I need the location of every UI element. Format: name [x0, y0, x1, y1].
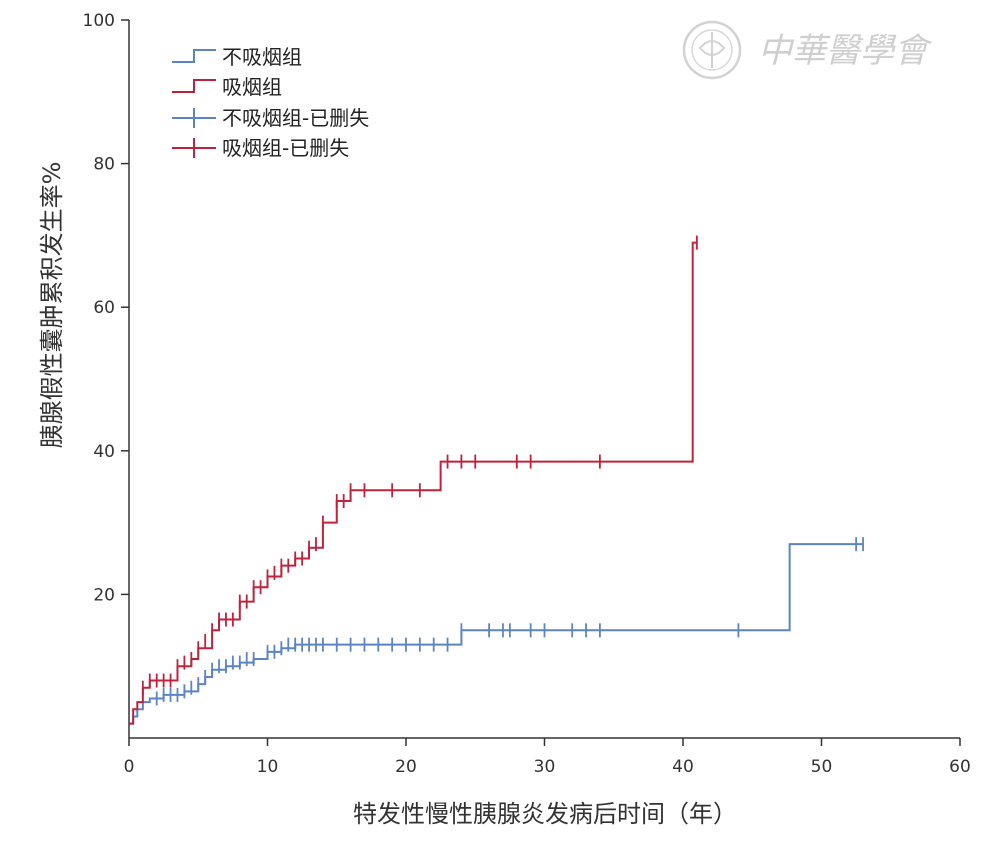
- x-tick-label: 60: [949, 757, 971, 777]
- y-tick-label: 80: [93, 155, 115, 175]
- seal-icon: [682, 20, 742, 80]
- series-smoker: [129, 235, 698, 725]
- x-ticks: 0 10 20 30 40 50 60: [124, 738, 971, 777]
- series-nonsmoker: [129, 537, 864, 725]
- y-tick-label: 60: [93, 298, 115, 318]
- x-axis-title: 特发性慢性胰腺炎发病后时间（年）: [353, 800, 737, 828]
- x-tick-label: 50: [811, 757, 833, 777]
- legend-label: 不吸烟组-已删失: [222, 106, 369, 130]
- legend-item-smoker: 吸烟组: [172, 75, 282, 99]
- y-tick-label: 20: [93, 585, 115, 605]
- legend-step-icon: [172, 79, 216, 93]
- legend-censor-icon: [172, 138, 216, 158]
- legend-label: 不吸烟组: [222, 45, 302, 69]
- legend-item-nonsmoker-censored: 不吸烟组-已删失: [172, 106, 369, 130]
- legend-label: 吸烟组: [222, 75, 282, 99]
- legend-item-smoker-censored: 吸烟组-已删失: [172, 136, 349, 160]
- axes: 0 10 20 30 40 50 60 20 40 60 80 100: [83, 11, 971, 777]
- y-tick-label: 100: [83, 11, 115, 31]
- series-line: [129, 241, 697, 725]
- legend-item-nonsmoker: 不吸烟组: [172, 45, 302, 69]
- legend-label: 吸烟组-已删失: [222, 136, 349, 160]
- x-tick-label: 30: [534, 757, 556, 777]
- y-tick-label: 40: [93, 442, 115, 462]
- x-tick-label: 20: [395, 757, 417, 777]
- watermark: 中華醫學會: [682, 20, 933, 80]
- watermark-text: 中華醫學會: [758, 31, 933, 71]
- x-tick-label: 10: [257, 757, 279, 777]
- x-tick-label: 40: [672, 757, 694, 777]
- x-tick-label: 0: [124, 757, 135, 777]
- y-axis-title: 胰腺假性囊肿累积发生率%: [38, 162, 66, 449]
- y-ticks: 20 40 60 80 100: [83, 11, 129, 605]
- legend-censor-icon: [172, 108, 216, 128]
- legend: 不吸烟组 吸烟组 不吸烟组-已删失 吸烟组-已删失: [172, 45, 369, 160]
- series-layer: [129, 235, 864, 725]
- legend-step-icon: [172, 49, 216, 63]
- series-line: [129, 543, 864, 725]
